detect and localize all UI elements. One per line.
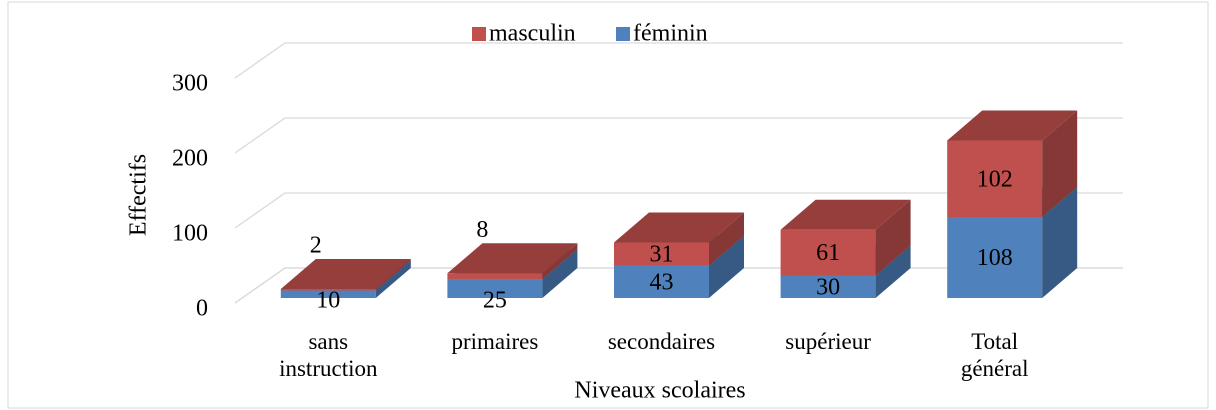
bar-top: [780, 199, 911, 230]
bar-side: [875, 245, 911, 298]
bar-top: [947, 110, 1078, 141]
data-label: 8: [476, 217, 488, 243]
bar: [280, 290, 376, 298]
data-label: 25: [483, 288, 507, 314]
y-tick-label: 300: [172, 71, 208, 97]
data-label: 108: [977, 245, 1013, 271]
grid-line: [234, 42, 1123, 79]
bar-side: [375, 260, 411, 298]
data-label: 102: [977, 166, 1013, 192]
legend-label: féminin: [633, 21, 708, 47]
bar-top: [447, 243, 578, 274]
x-tick-label: sans instruction: [279, 329, 378, 381]
x-tick-label: primaires: [451, 329, 539, 354]
y-tick-label: 100: [172, 221, 208, 247]
bar: [447, 279, 543, 298]
x-axis-title: Niveaux scolaires: [574, 378, 745, 404]
y-axis-title: Effectifs: [126, 154, 152, 236]
y-tick-label: 0: [196, 296, 208, 322]
bar: [947, 140, 1043, 217]
x-tick-label: secondaires: [607, 329, 716, 354]
data-label: 30: [816, 274, 840, 300]
legend-swatch: [616, 27, 630, 41]
legend-label: masculin: [489, 21, 576, 47]
bar-top: [614, 212, 744, 243]
bar-side: [875, 199, 911, 276]
bar-side: [1042, 187, 1078, 298]
x-tick-label: Total général: [960, 329, 1029, 381]
data-label: 31: [650, 242, 674, 268]
y-tick-label: 200: [172, 146, 208, 172]
data-label: 10: [316, 288, 340, 314]
chart-border: [7, 1, 1209, 409]
bar: [780, 229, 876, 276]
bar: [780, 275, 876, 298]
bar: [614, 265, 709, 298]
bar-side: [542, 249, 578, 298]
data-label: 61: [816, 240, 840, 266]
bar: [947, 217, 1043, 298]
bar-side: [542, 243, 578, 280]
bar: [280, 289, 376, 291]
x-tick-label: supérieur: [785, 329, 871, 354]
bar-side: [709, 212, 744, 266]
grid-line: [234, 192, 1123, 229]
legend-swatch: [472, 27, 486, 41]
grid-line: [234, 117, 1123, 154]
data-label: 2: [310, 233, 322, 259]
bar-side: [709, 235, 744, 298]
bar-top: [280, 259, 411, 289]
bar-side: [375, 259, 411, 291]
bar: [614, 242, 709, 266]
data-label: 43: [650, 269, 674, 295]
bar: [447, 273, 543, 280]
bar-side: [1042, 110, 1078, 217]
